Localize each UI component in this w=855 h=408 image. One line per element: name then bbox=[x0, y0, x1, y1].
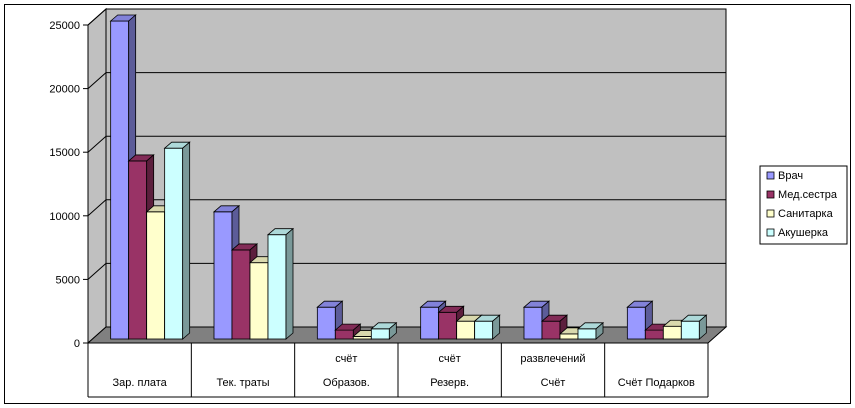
gridline-side bbox=[87, 72, 107, 89]
bar-side bbox=[182, 141, 191, 340]
x-tick-label-line1: развлечений bbox=[520, 353, 585, 365]
y-tick-label: 20000 bbox=[49, 84, 80, 96]
bar-front bbox=[644, 329, 664, 340]
bar bbox=[680, 314, 708, 340]
back-wall bbox=[105, 8, 727, 328]
legend: Врач Мед.сестра Санитарка Акушерка bbox=[759, 165, 848, 245]
bar-front bbox=[474, 320, 494, 340]
bar-front bbox=[577, 328, 597, 340]
gridline-side bbox=[87, 135, 107, 153]
bar-front bbox=[680, 320, 700, 340]
side-wall bbox=[87, 7, 107, 345]
bar-side bbox=[595, 321, 604, 340]
bar-side bbox=[285, 227, 294, 340]
bar bbox=[370, 321, 398, 340]
x-tick-label-line2: Тек. траты bbox=[216, 377, 269, 389]
bar-side bbox=[492, 314, 501, 340]
bar bbox=[576, 321, 605, 340]
legend-box bbox=[759, 165, 848, 245]
y-tick-label: 0 bbox=[74, 338, 80, 350]
bar-front bbox=[420, 306, 440, 340]
bar-front bbox=[164, 147, 184, 340]
bar-front bbox=[213, 211, 233, 340]
bar bbox=[266, 227, 295, 340]
bar-front bbox=[438, 311, 458, 340]
x-tick-label-line2: Резерв. bbox=[430, 377, 469, 389]
bar-front bbox=[110, 20, 130, 340]
legend-label: Санитарка bbox=[778, 208, 834, 220]
bar-front bbox=[370, 328, 390, 340]
x-tick-label-line2: Счёт bbox=[541, 377, 566, 389]
y-tick-label: 10000 bbox=[49, 211, 80, 223]
x-tick-label-line1: счёт bbox=[335, 353, 357, 365]
legend-swatch bbox=[766, 190, 775, 199]
bar bbox=[163, 141, 191, 340]
bar-front bbox=[662, 325, 682, 340]
bar-front bbox=[559, 333, 579, 340]
legend-swatch bbox=[766, 228, 775, 237]
bar-front bbox=[128, 160, 148, 340]
gridline-side bbox=[87, 199, 107, 217]
bar bbox=[473, 314, 501, 340]
bar-front bbox=[334, 329, 354, 340]
bar-front bbox=[523, 306, 543, 340]
bar-side bbox=[698, 314, 707, 340]
x-tick-label-line1: счёт bbox=[439, 353, 461, 365]
x-tick-label-line2: Зар. плата bbox=[113, 377, 168, 389]
y-tick-label: 5000 bbox=[56, 274, 80, 286]
x-tick-label-line2: Образов. bbox=[323, 377, 370, 389]
bar-front bbox=[231, 249, 251, 340]
legend-label: Мед.сестра bbox=[778, 189, 838, 201]
bar-front bbox=[267, 234, 287, 340]
bar-front bbox=[249, 262, 269, 340]
y-tick-label: 15000 bbox=[49, 147, 80, 159]
legend-label: Акушерка bbox=[778, 227, 829, 239]
legend-label: Врач bbox=[778, 170, 803, 182]
x-tick-label-line2: Счёт Подарков bbox=[618, 377, 695, 389]
bar-front bbox=[316, 306, 336, 340]
gridline-side bbox=[87, 8, 107, 26]
bar bbox=[334, 323, 362, 340]
bar-side bbox=[388, 321, 397, 340]
bar-front bbox=[456, 320, 476, 340]
legend-swatch bbox=[766, 209, 775, 218]
plot-area: 0 5000 10000 15000 20000 25000 Зар. плата Тек. … bbox=[49, 7, 728, 398]
gridline-side bbox=[87, 263, 107, 280]
bar-front bbox=[146, 211, 166, 340]
bar-front bbox=[626, 306, 646, 340]
legend-swatch bbox=[766, 171, 775, 180]
y-tick-label: 25000 bbox=[49, 20, 80, 32]
bar-front bbox=[541, 320, 561, 340]
